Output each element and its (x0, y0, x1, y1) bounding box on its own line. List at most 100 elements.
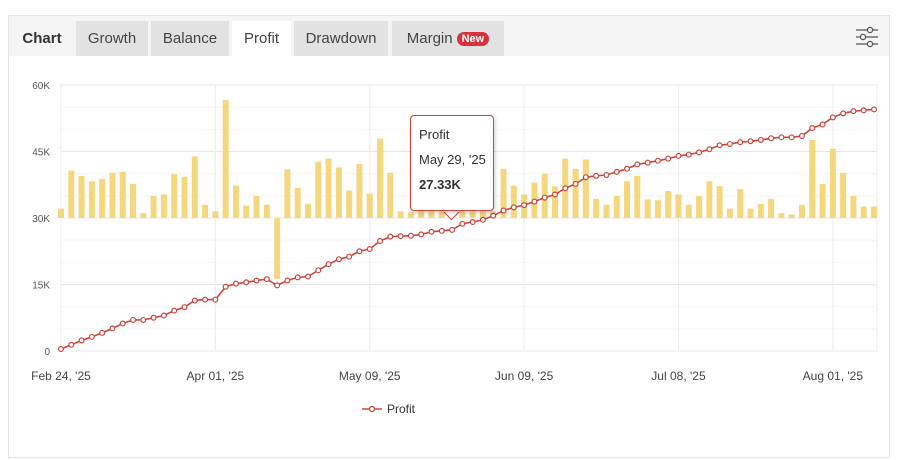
tooltip-date: May 29, '25 (419, 152, 486, 167)
profit-point (510, 204, 517, 211)
profit-point (294, 274, 301, 281)
profit-point (479, 216, 486, 223)
profit-point (119, 320, 126, 327)
daily-bar (871, 206, 877, 218)
daily-bar (253, 195, 260, 218)
profit-point (418, 231, 425, 238)
profit-point (541, 194, 548, 201)
tab-margin-label: Margin (406, 30, 453, 47)
daily-bar (654, 200, 661, 218)
daily-bar (819, 183, 826, 218)
profit-point (274, 282, 281, 289)
daily-bar (778, 213, 785, 218)
profit-point (562, 185, 569, 192)
profit-point (438, 227, 445, 234)
daily-bar (171, 174, 178, 218)
daily-bar (160, 194, 167, 218)
profit-point (263, 276, 270, 283)
daily-bar (232, 185, 239, 218)
profit-point (315, 267, 322, 274)
profit-point (716, 142, 723, 149)
profit-point (428, 228, 435, 235)
daily-bar (685, 204, 692, 218)
daily-bar (88, 181, 95, 218)
x-tick-label: May 09, '25 (339, 369, 401, 383)
profit-point (624, 165, 631, 172)
profit-point (572, 180, 579, 187)
profit-point (634, 161, 641, 168)
daily-bar (58, 208, 64, 218)
daily-bar (418, 211, 425, 218)
profit-point (140, 316, 147, 323)
daily-bar (315, 161, 322, 218)
profit-point (490, 212, 497, 219)
daily-bar (304, 203, 311, 218)
profit-point (449, 226, 456, 233)
x-tick-label: Feb 24, '25 (31, 369, 91, 383)
daily-bar (274, 218, 281, 279)
daily-bar (366, 193, 373, 218)
profit-point (675, 152, 682, 159)
profit-point (840, 110, 847, 117)
daily-bar (809, 139, 816, 218)
profit-point (78, 337, 85, 344)
daily-bar (747, 208, 754, 218)
profit-point (593, 172, 600, 179)
profit-point (109, 325, 116, 332)
daily-bar (716, 186, 723, 218)
daily-bar (387, 172, 394, 218)
tab-drawdown[interactable]: Drawdown (294, 21, 388, 56)
legend-item-profit[interactable]: Profit (362, 402, 415, 416)
daily-bar (613, 195, 620, 218)
daily-bar (377, 138, 384, 218)
tab-balance[interactable]: Balance (151, 21, 229, 56)
daily-bar (798, 204, 805, 218)
daily-bar (479, 211, 486, 218)
daily-bar (768, 198, 775, 218)
daily-bar (593, 198, 600, 218)
tooltip-series: Profit (419, 127, 450, 142)
profit-point (253, 277, 260, 284)
tab-growth[interactable]: Growth (76, 21, 148, 56)
daily-bar (665, 190, 672, 218)
daily-bar (510, 185, 517, 218)
daily-bar (438, 211, 445, 218)
tab-margin[interactable]: Margin New (392, 21, 504, 56)
chart-panel: Chart Growth Balance Profit Drawdown Mar… (8, 15, 890, 458)
profit-point (387, 233, 394, 240)
x-tick-label: Jul 08, '25 (651, 369, 706, 383)
daily-bar (191, 156, 198, 218)
sliders-icon[interactable] (854, 25, 880, 49)
profit-point (685, 151, 692, 158)
daily-bar (407, 212, 414, 218)
daily-bar (840, 172, 847, 218)
profit-point (531, 198, 538, 205)
profit-point (582, 174, 589, 181)
daily-bar (150, 195, 157, 218)
y-tick-label: 30K (32, 214, 50, 225)
profit-point (222, 283, 229, 290)
tab-profit[interactable]: Profit (232, 21, 291, 56)
daily-bar (243, 205, 250, 218)
daily-bar (469, 211, 476, 218)
daily-bar (726, 208, 733, 218)
daily-bar (737, 189, 744, 218)
profit-point (325, 261, 332, 268)
daily-bar (572, 168, 579, 218)
profit-point (644, 159, 651, 166)
profit-point (130, 316, 137, 323)
profit-point (768, 135, 775, 142)
daily-bar (335, 167, 342, 218)
profit-point (171, 307, 178, 314)
daily-bar (757, 203, 764, 218)
daily-bar (181, 176, 188, 218)
daily-bar (119, 171, 126, 218)
profit-point (407, 232, 414, 239)
profit-point (788, 134, 795, 141)
legend-label: Profit (387, 402, 416, 416)
tooltip-value: 27.33K (419, 177, 461, 192)
profit-point (243, 279, 250, 286)
profit-point (696, 149, 703, 156)
x-tick-label: Aug 01, '25 (803, 369, 864, 383)
